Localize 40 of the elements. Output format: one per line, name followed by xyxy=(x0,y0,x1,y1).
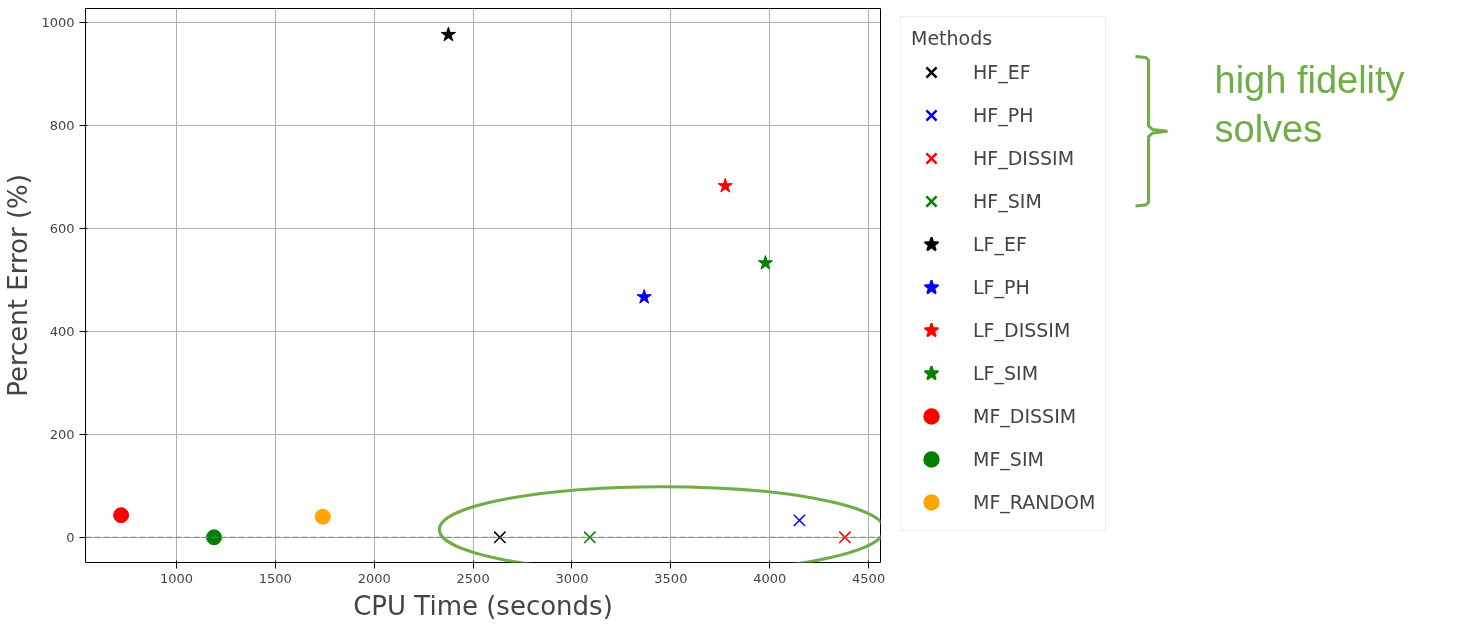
x-axis-title: CPU Time (seconds) xyxy=(353,590,613,621)
legend-label: LF_DISSIM xyxy=(973,318,1071,344)
legend-title: Methods xyxy=(911,27,994,49)
x-tick-label: 4000 xyxy=(753,570,787,586)
point xyxy=(757,255,774,270)
point xyxy=(583,530,597,544)
y-axis-title: Percent Error (%) xyxy=(3,174,34,397)
x-tick-label: 1500 xyxy=(258,570,292,586)
point xyxy=(793,513,806,527)
point xyxy=(206,529,223,546)
y-tick-label: 600 xyxy=(49,221,75,237)
point xyxy=(838,530,852,544)
legend-label: LF_EF xyxy=(973,232,1027,258)
legend-label: MF_SIM xyxy=(973,447,1044,473)
legend-label: MF_RANDOM xyxy=(973,490,1096,516)
y-tick-label: 400 xyxy=(49,324,75,340)
point xyxy=(493,530,507,544)
legend-label: HF_DISSIM xyxy=(973,146,1075,172)
x-tick-label: 3000 xyxy=(555,570,589,586)
legend-label: HF_EF xyxy=(973,60,1031,86)
x-tick-label: 1000 xyxy=(159,570,194,586)
y-tick-label: 0 xyxy=(66,529,75,545)
point xyxy=(113,507,130,524)
text: high fidelity solves xyxy=(1214,59,1405,150)
point xyxy=(636,289,652,304)
x-tick-label: 4500 xyxy=(852,570,886,586)
point xyxy=(314,508,331,525)
legend-label: LF_SIM xyxy=(973,361,1039,387)
legend-label: HF_SIM xyxy=(973,189,1042,215)
point xyxy=(440,26,457,42)
legend-label: MF_DISSIM xyxy=(973,404,1077,430)
legend-label: HF_PH xyxy=(973,103,1034,129)
y-tick-label: 1000 xyxy=(41,15,75,31)
x-tick-label: 2000 xyxy=(357,570,391,586)
x-tick-label: 3500 xyxy=(654,570,688,586)
point xyxy=(717,177,733,193)
x-tick-label: 2500 xyxy=(456,570,490,586)
y-tick-label: 200 xyxy=(49,426,75,442)
y-tick-label: 800 xyxy=(49,118,75,134)
legend-label: LF_PH xyxy=(973,275,1030,301)
